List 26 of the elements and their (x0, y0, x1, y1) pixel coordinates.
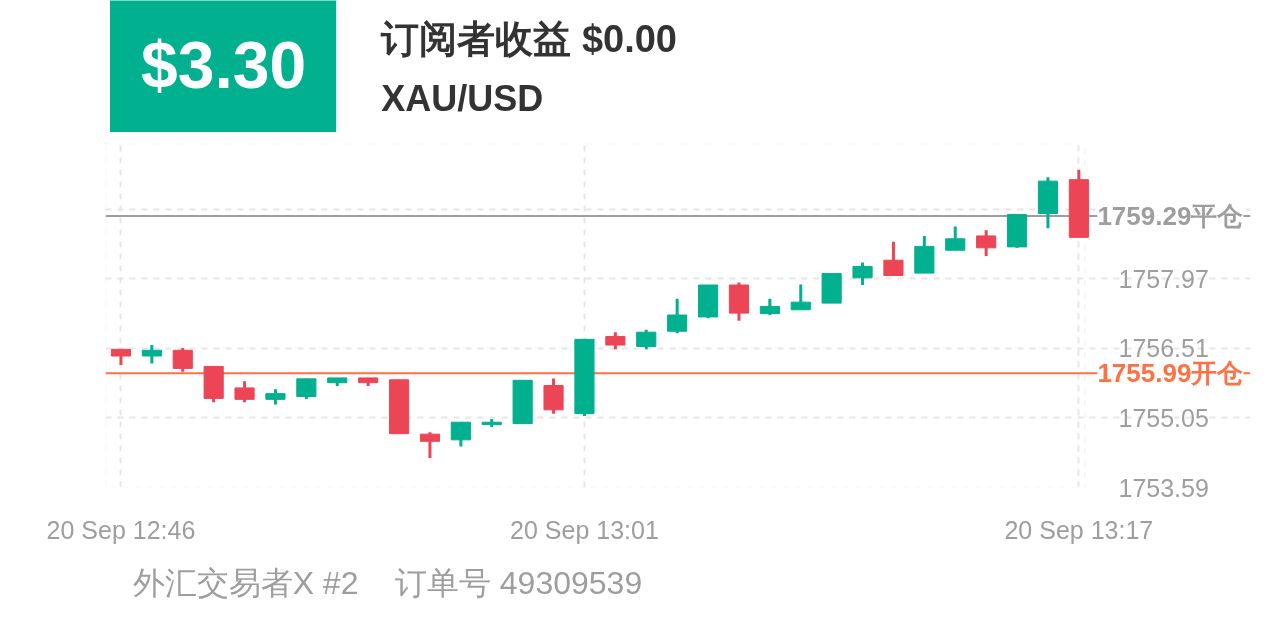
y-tick-label: 1755.05 (1118, 403, 1209, 432)
chart-subtitle: XAU/USD (381, 78, 544, 119)
candlestick (945, 226, 966, 252)
candlestick (667, 297, 688, 335)
candlestick (790, 284, 811, 311)
candlestick (419, 432, 441, 458)
x-tick-label: 20 Sep 13:01 (510, 515, 659, 544)
candlestick (636, 328, 657, 350)
candlestick (883, 241, 904, 276)
candlestick (172, 347, 193, 372)
candlestick (234, 381, 255, 404)
candlestick (450, 421, 471, 447)
candlestick (852, 262, 873, 286)
text: $3.30 (140, 28, 307, 102)
candlestick (296, 377, 317, 399)
candlestick (976, 230, 997, 256)
y-tick-label: 1757.97 (1118, 264, 1209, 293)
ref-line-label: 1759.29平仓 (1097, 200, 1244, 231)
y-tick-label: 1753.59 (1118, 473, 1209, 502)
text: 外汇交易者X #2 (132, 564, 359, 601)
ref-line-label: 1755.99开仓 (1097, 358, 1244, 389)
x-tick-label: 20 Sep 12:46 (46, 515, 196, 544)
text: 订单号 49309539 (394, 564, 643, 601)
chart-title: 订阅者收益 $0.00 (380, 17, 678, 60)
x-tick-label: 20 Sep 13:17 (1004, 515, 1154, 544)
candlestick (141, 345, 162, 364)
